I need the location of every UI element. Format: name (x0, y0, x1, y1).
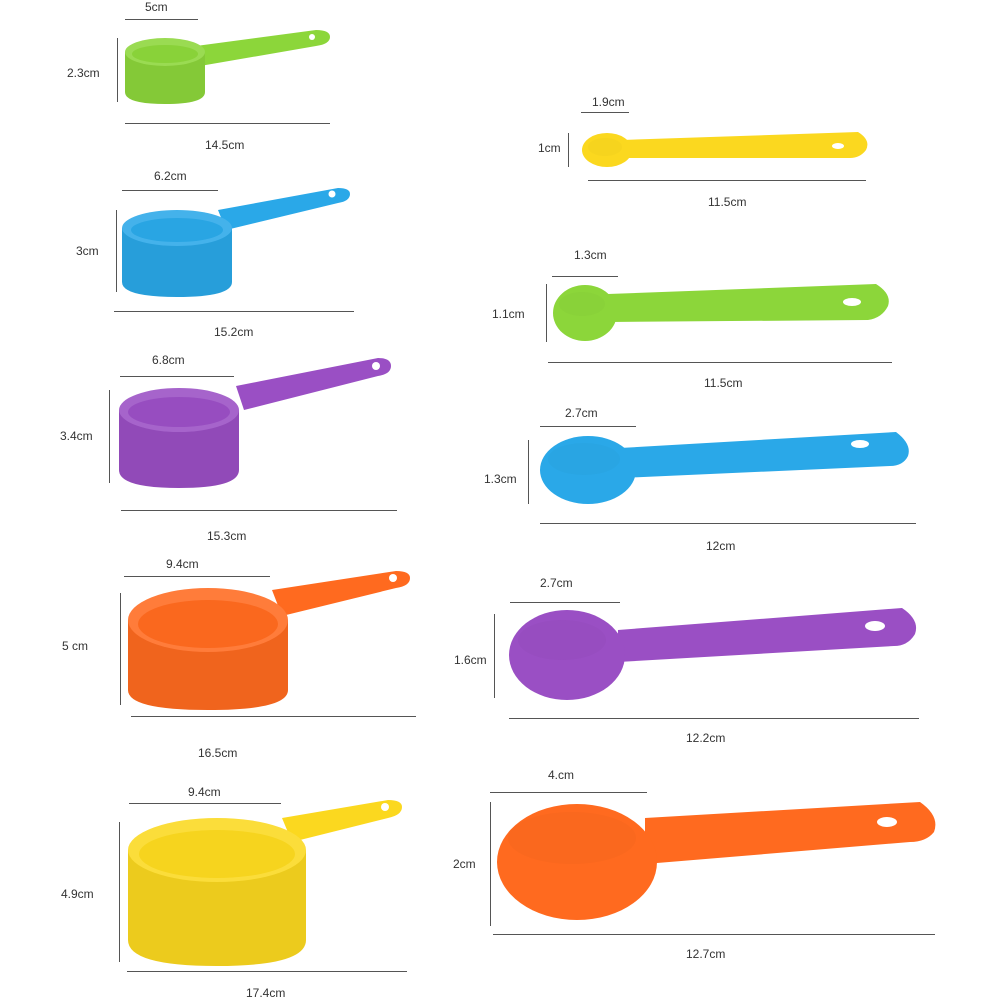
spoon-diameter-label: 1.3cm (574, 248, 607, 262)
cup-length-line (127, 971, 407, 972)
spoon-height-label: 1.3cm (484, 472, 517, 486)
spoon-height-label: 1.1cm (492, 307, 525, 321)
cup-diameter-label: 9.4cm (188, 785, 221, 799)
spoon-height-label: 2cm (453, 857, 476, 871)
cup-length-line (121, 510, 397, 511)
orange-measuring-spoon (497, 802, 936, 920)
spoon-height-label: 1.6cm (454, 653, 487, 667)
cup-height-line (109, 390, 110, 483)
spoon-diameter-line (581, 112, 629, 113)
spoon-length-line (548, 362, 892, 363)
cup-length-line (125, 123, 330, 124)
spoon-diameter-line (552, 276, 618, 277)
cup-height-line (119, 822, 120, 962)
spoon-length-label: 11.5cm (708, 195, 747, 209)
blue-measuring-cup (122, 188, 350, 297)
cup-length-label: 17.4cm (246, 986, 286, 1000)
spoon-height-line (490, 802, 491, 926)
cup-diameter-line (122, 190, 218, 191)
purple-measuring-spoon (509, 608, 917, 700)
spoon-height-line (528, 440, 529, 504)
cup-height-label: 3cm (76, 244, 99, 258)
spoon-height-label: 1cm (538, 141, 561, 155)
spoon-diameter-label: 4.cm (548, 768, 575, 782)
spoon-length-line (509, 718, 919, 719)
cup-diameter-label: 6.2cm (154, 169, 187, 183)
cup-diameter-line (129, 803, 281, 804)
cup-height-line (116, 210, 117, 292)
spoon-diameter-line (490, 792, 647, 793)
spoon-length-line (540, 523, 916, 524)
orange-measuring-cup (128, 571, 410, 710)
green-measuring-cup (125, 30, 330, 104)
cup-height-label: 2.3cm (67, 66, 100, 80)
spoon-length-label: 11.5cm (704, 376, 743, 390)
cup-length-label: 14.5cm (205, 138, 245, 152)
cup-diameter-line (125, 19, 198, 20)
cup-length-line (114, 311, 354, 312)
cup-height-label: 5 cm (62, 639, 89, 653)
spoon-length-line (493, 934, 935, 935)
spoon-length-label: 12.2cm (686, 731, 726, 745)
spoon-height-line (494, 614, 495, 698)
cup-height-line (120, 593, 121, 705)
cup-diameter-label: 6.8cm (152, 353, 185, 367)
spoon-height-line (546, 284, 547, 342)
spoon-length-label: 12cm (706, 539, 736, 553)
spoon-length-line (588, 180, 866, 181)
cup-diameter-label: 9.4cm (166, 557, 199, 571)
spoon-diameter-label: 2.7cm (565, 406, 598, 420)
cup-diameter-line (120, 376, 234, 377)
cup-length-line (131, 716, 416, 717)
yellow-measuring-spoon (582, 132, 868, 167)
cup-height-line (117, 38, 118, 102)
cup-length-label: 15.3cm (207, 529, 247, 543)
spoon-diameter-label: 1.9cm (592, 95, 625, 109)
cup-diameter-line (124, 576, 270, 577)
yellow-measuring-cup (128, 800, 402, 966)
cup-height-label: 4.9cm (61, 887, 94, 901)
cup-length-label: 15.2cm (214, 325, 254, 339)
blue-measuring-spoon (540, 432, 909, 504)
spoon-diameter-label: 2.7cm (540, 576, 573, 590)
spoon-height-line (568, 133, 569, 167)
green-measuring-spoon (553, 284, 889, 341)
spoon-diameter-line (510, 602, 620, 603)
spoon-length-label: 12.7cm (686, 947, 726, 961)
cup-diameter-label: 5cm (145, 0, 168, 14)
purple-measuring-cup (119, 358, 391, 488)
cup-height-label: 3.4cm (60, 429, 93, 443)
cup-length-label: 16.5cm (198, 746, 238, 760)
spoon-diameter-line (540, 426, 636, 427)
